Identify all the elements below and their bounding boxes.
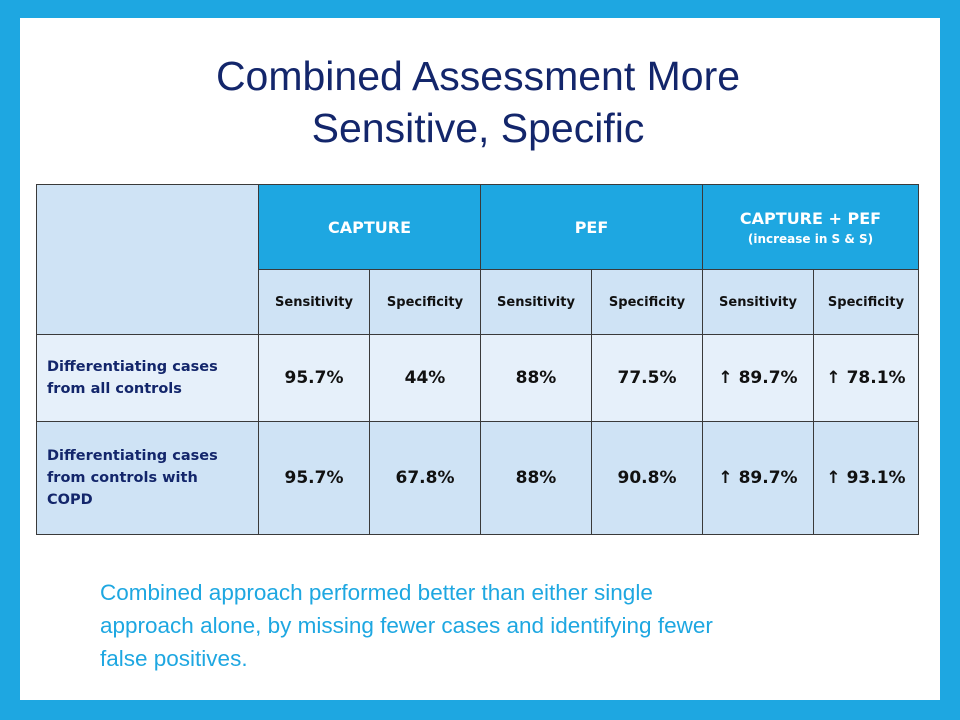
group-header: CAPTURE + PEF (increase in S & S) (702, 184, 919, 270)
row-label-line: Differentiating cases (47, 359, 218, 375)
cell: 88% (480, 421, 592, 535)
title-line: Sensitive, Specific (311, 105, 645, 151)
cell: 95.7% (258, 421, 370, 535)
cell: 95.7% (258, 334, 370, 422)
row-label-line: from controls with (47, 470, 198, 486)
conclusion-line: Combined approach performed better than … (100, 580, 653, 605)
cell: ↑ 89.7% (702, 421, 814, 535)
data-row: Differentiating cases from controls with C… (36, 421, 919, 535)
row-label-line: from all controls (47, 381, 182, 397)
header-row: CAPTURE PEF CAPTURE + PEF (increase in S & … (36, 184, 919, 335)
row-label-line: Differentiating cases (47, 448, 218, 464)
cell: 77.5% (591, 334, 703, 422)
conclusion-line: approach alone, by missing fewer cases a… (100, 613, 713, 638)
row-label: Differentiating cases from all controls (36, 334, 259, 422)
title-line: Combined Assessment More (215, 53, 741, 99)
group-label: PEF (574, 217, 609, 237)
data-row: Differentiating cases from all controls 95… (36, 334, 919, 422)
cell: 90.8% (591, 421, 703, 535)
cell: 44% (369, 334, 481, 422)
cell: ↑ 93.1% (813, 421, 919, 535)
cell: ↑ 89.7% (702, 334, 814, 422)
subheader: Specificity (369, 269, 481, 335)
cell: ↑ 78.1% (813, 334, 919, 422)
group-note: (increase in S & S) (747, 231, 874, 246)
subheader: Sensitivity (702, 269, 814, 335)
subheader: Sensitivity (480, 269, 592, 335)
conclusion: Combined approach performed better than … (100, 576, 713, 675)
row-label: Differentiating cases from controls with C… (36, 421, 259, 535)
results-table: CAPTURE PEF CAPTURE + PEF (increase in S & … (36, 184, 919, 535)
subheader-row: Sensitivity Specificity Sensitivity Specifi… (37, 269, 919, 335)
group-label: CAPTURE + PEF (739, 208, 882, 228)
subheader: Specificity (813, 269, 919, 335)
group-header: CAPTURE (258, 184, 481, 270)
group-label: CAPTURE (327, 217, 411, 237)
conclusion-line: false positives. (100, 646, 248, 671)
row-label-line: COPD (47, 492, 93, 508)
group-header: PEF (480, 184, 703, 270)
cell: 67.8% (369, 421, 481, 535)
cell: 88% (480, 334, 592, 422)
slide-title: Combined Assessment More Sensitive, Speci… (20, 50, 936, 154)
corner-cell (36, 184, 259, 335)
subheader: Sensitivity (258, 269, 370, 335)
subheader: Specificity (591, 269, 703, 335)
slide: Combined Assessment More Sensitive, Speci… (20, 18, 940, 700)
